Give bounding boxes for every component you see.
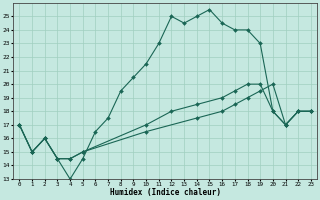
X-axis label: Humidex (Indice chaleur): Humidex (Indice chaleur) <box>110 188 220 197</box>
